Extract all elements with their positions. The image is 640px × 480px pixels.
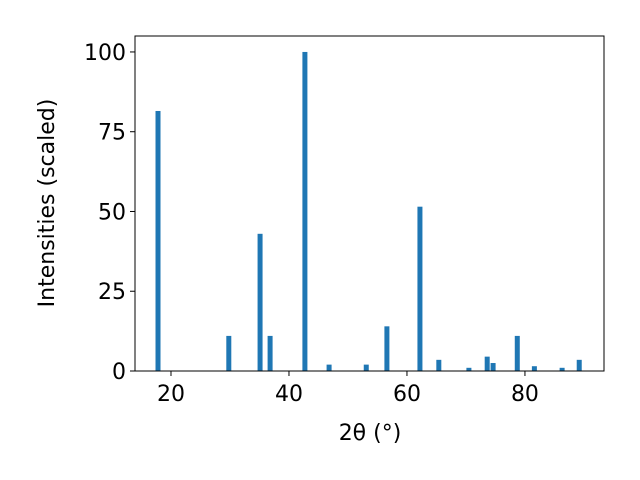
bar	[417, 206, 423, 371]
y-tick-label: 100	[84, 41, 126, 66]
y-axis-label: Intensities (scaled)	[35, 99, 60, 308]
bar	[257, 233, 263, 371]
bar	[363, 364, 369, 371]
bar	[576, 359, 582, 371]
bar	[531, 366, 537, 371]
x-tick-label: 60	[393, 382, 421, 407]
bar	[267, 335, 273, 371]
bar	[155, 110, 161, 371]
bar	[302, 51, 308, 371]
bar	[466, 367, 472, 371]
y-tick-label: 75	[98, 121, 126, 146]
bar	[436, 359, 442, 371]
bar	[490, 363, 496, 371]
bar	[559, 367, 565, 371]
y-tick-label: 25	[98, 280, 126, 305]
bar	[226, 335, 232, 371]
x-tick-label: 20	[157, 382, 185, 407]
bar	[514, 335, 520, 371]
y-tick-label: 0	[112, 360, 126, 385]
y-tick-label: 50	[98, 200, 126, 225]
bar	[384, 326, 390, 371]
plot-frame	[134, 35, 605, 372]
bar	[326, 364, 332, 371]
x-axis-label: 2θ (°)	[339, 421, 402, 446]
bar	[484, 356, 490, 371]
x-tick-label: 80	[511, 382, 539, 407]
x-tick-label: 40	[275, 382, 303, 407]
